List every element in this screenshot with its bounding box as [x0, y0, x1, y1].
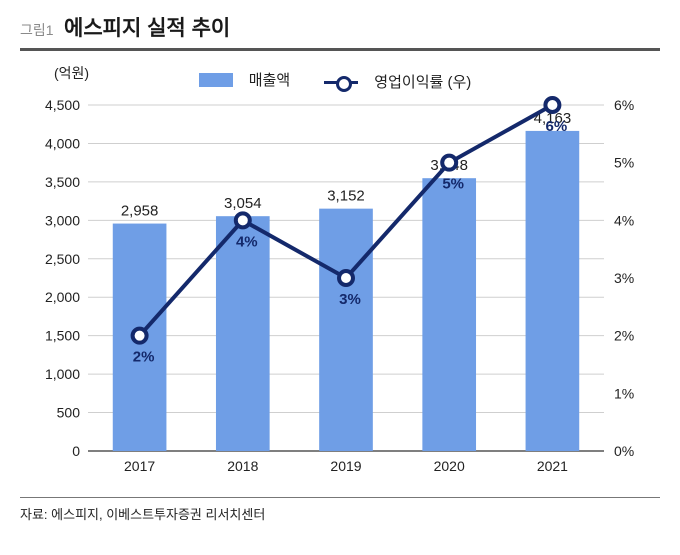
y-right-tick: 5% [614, 155, 634, 171]
legend-line: 영업이익률 (우) [324, 71, 481, 92]
y-right-tick: 4% [614, 212, 634, 228]
line-marker [133, 329, 147, 343]
y-right-tick: 0% [614, 443, 634, 459]
line-value-label: 4% [236, 233, 258, 250]
legend: 매출액 영업이익률 (우) [20, 69, 660, 92]
line-value-label: 3% [339, 291, 361, 308]
line-value-label: 5% [442, 176, 464, 193]
legend-line-label: 영업이익률 (우) [374, 71, 471, 92]
bar-value-label: 3,152 [327, 188, 365, 205]
chart: (억원) 매출액 영업이익률 (우) 05001,0001,5002,0002,… [20, 61, 660, 491]
x-tick-label: 2018 [227, 458, 258, 474]
bar [216, 216, 270, 451]
x-tick-label: 2017 [124, 458, 155, 474]
y-left-tick: 1,000 [45, 366, 80, 382]
figure-label: 그림1 [20, 20, 54, 40]
line-marker [339, 271, 353, 285]
divider-top [20, 48, 660, 51]
y-left-tick: 3,000 [45, 212, 80, 228]
bar-swatch-icon [199, 73, 233, 87]
line-marker [236, 213, 250, 227]
line-marker [442, 156, 456, 170]
line-marker [545, 98, 559, 112]
bar [422, 178, 476, 451]
legend-bar: 매출액 [199, 69, 300, 90]
bar-value-label: 2,958 [121, 203, 159, 220]
y-left-tick: 2,500 [45, 251, 80, 267]
line-value-label: 6% [546, 118, 568, 135]
line-value-label: 2% [133, 349, 155, 366]
line-marker-icon [324, 77, 358, 87]
y-left-tick: 1,500 [45, 328, 80, 344]
chart-svg: 0 500 1,000 1,500 2,000 2,500 3,000 3,500 4,000 4… [20, 61, 660, 481]
bar [526, 131, 580, 451]
x-tick-label: 2021 [537, 458, 568, 474]
chart-title: 에스피지 실적 추이 [64, 12, 230, 42]
y-left-tick: 3,500 [45, 174, 80, 190]
x-tick-label: 2020 [434, 458, 465, 474]
y-left-tick: 4,000 [45, 135, 80, 151]
y-left-tick: 2,000 [45, 289, 80, 305]
y-right-tick: 3% [614, 270, 634, 286]
bar [319, 209, 373, 451]
y-left-tick: 500 [57, 405, 81, 421]
x-tick-label: 2019 [330, 458, 361, 474]
y-right-tick: 2% [614, 328, 634, 344]
y-right-tick: 6% [614, 97, 634, 113]
y-left-tick: 0 [72, 443, 80, 459]
y-left-tick: 4,500 [45, 97, 80, 113]
bar-value-label: 3,054 [224, 195, 262, 212]
legend-bar-label: 매출액 [249, 69, 290, 90]
source-text: 자료: 에스피지, 이베스트투자증권 리서치센터 [20, 498, 660, 523]
y-right-tick: 1% [614, 385, 634, 401]
